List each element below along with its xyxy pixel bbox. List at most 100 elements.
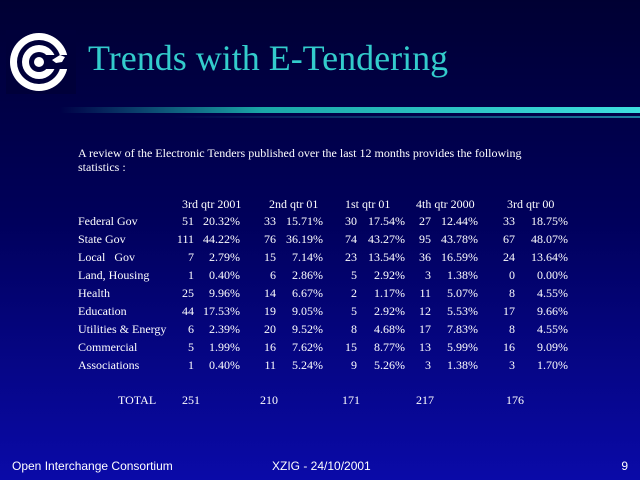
- percent-cell: 2.92%: [374, 304, 405, 318]
- total-value: 217: [416, 393, 434, 407]
- count-cell: 8: [509, 286, 515, 300]
- percent-cell: 4.55%: [537, 286, 568, 300]
- percent-cell: 1.70%: [537, 358, 568, 372]
- count-cell: 5: [351, 268, 357, 282]
- percent-cell: 9.52%: [292, 322, 323, 336]
- row-label: Associations: [78, 358, 140, 372]
- total-value: 251: [182, 393, 200, 407]
- percent-cell: 7.14%: [292, 250, 323, 264]
- percent-cell: 5.24%: [292, 358, 323, 372]
- count-cell: 3: [425, 358, 431, 372]
- count-cell: 11: [419, 286, 431, 300]
- count-cell: 30: [345, 214, 357, 228]
- percent-cell: 36.19%: [286, 232, 323, 246]
- percent-cell: 16.59%: [441, 250, 478, 264]
- column-header: 4th qtr 2000: [416, 197, 475, 211]
- percent-cell: 20.32%: [203, 214, 240, 228]
- count-cell: 9: [351, 358, 357, 372]
- count-cell: 7: [188, 250, 194, 264]
- count-cell: 3: [425, 268, 431, 282]
- percent-cell: 4.55%: [537, 322, 568, 336]
- row-label: State Gov: [78, 232, 126, 246]
- percent-cell: 0.40%: [209, 358, 240, 372]
- count-cell: 19: [264, 304, 276, 318]
- count-cell: 44: [182, 304, 194, 318]
- percent-cell: 18.75%: [531, 214, 568, 228]
- percent-cell: 9.96%: [209, 286, 240, 300]
- percent-cell: 44.22%: [203, 232, 240, 246]
- percent-cell: 2.92%: [374, 268, 405, 282]
- percent-cell: 17.53%: [203, 304, 240, 318]
- percent-cell: 0.40%: [209, 268, 240, 282]
- percent-cell: 7.62%: [292, 340, 323, 354]
- consortium-logo: [6, 30, 76, 94]
- percent-cell: 43.78%: [441, 232, 478, 246]
- count-cell: 20: [264, 322, 276, 336]
- column-header: 3rd qtr 00: [507, 197, 555, 211]
- count-cell: 67: [503, 232, 515, 246]
- count-cell: 27: [419, 214, 431, 228]
- percent-cell: 2.39%: [209, 322, 240, 336]
- percent-cell: 5.99%: [447, 340, 478, 354]
- total-value: 176: [506, 393, 524, 407]
- count-cell: 36: [419, 250, 431, 264]
- percent-cell: 9.09%: [537, 340, 568, 354]
- row-label: Utilities & Energy: [78, 322, 167, 336]
- count-cell: 17: [419, 322, 431, 336]
- column-header: 2nd qtr 01: [269, 197, 319, 211]
- title-divider: [60, 107, 640, 113]
- column-header: 3rd qtr 2001: [182, 197, 242, 211]
- percent-cell: 9.66%: [537, 304, 568, 318]
- count-cell: 95: [419, 232, 431, 246]
- column-header: 1st qtr 01: [345, 197, 391, 211]
- row-label: Land, Housing: [78, 268, 150, 282]
- count-cell: 33: [503, 214, 515, 228]
- count-cell: 8: [351, 322, 357, 336]
- percent-cell: 48.07%: [531, 232, 568, 246]
- footer-event: XZIG - 24/10/2001: [272, 459, 371, 473]
- count-cell: 0: [509, 268, 515, 282]
- row-label: Health: [78, 286, 110, 300]
- percent-cell: 2.79%: [209, 250, 240, 264]
- percent-cell: 43.27%: [368, 232, 405, 246]
- count-cell: 14: [264, 286, 276, 300]
- total-label: TOTAL: [118, 393, 157, 407]
- percent-cell: 1.38%: [447, 268, 478, 282]
- percent-cell: 13.54%: [368, 250, 405, 264]
- count-cell: 15: [264, 250, 276, 264]
- count-cell: 1: [188, 358, 194, 372]
- count-cell: 74: [345, 232, 357, 246]
- percent-cell: 5.07%: [447, 286, 478, 300]
- count-cell: 76: [264, 232, 276, 246]
- row-label: Commercial: [78, 340, 138, 354]
- percent-cell: 17.54%: [368, 214, 405, 228]
- page-number: 9: [621, 459, 628, 473]
- percent-cell: 9.05%: [292, 304, 323, 318]
- count-cell: 51: [182, 214, 194, 228]
- percent-cell: 2.86%: [292, 268, 323, 282]
- percent-cell: 13.64%: [531, 250, 568, 264]
- count-cell: 12: [419, 304, 431, 318]
- row-label: Federal Gov: [78, 214, 138, 228]
- percent-cell: 0.00%: [537, 268, 568, 282]
- count-cell: 23: [345, 250, 357, 264]
- count-cell: 15: [345, 340, 357, 354]
- count-cell: 17: [503, 304, 515, 318]
- intro-text: A review of the Electronic Tenders publi…: [78, 146, 522, 174]
- percent-cell: 6.67%: [292, 286, 323, 300]
- logo-icon: [10, 33, 69, 91]
- count-cell: 16: [264, 340, 276, 354]
- count-cell: 3: [509, 358, 515, 372]
- count-cell: 5: [351, 304, 357, 318]
- total-value: 210: [260, 393, 278, 407]
- slide-title: Trends with E-Tendering: [88, 38, 449, 78]
- count-cell: 25: [182, 286, 194, 300]
- count-cell: 111: [176, 232, 194, 246]
- percent-cell: 4.68%: [374, 322, 405, 336]
- percent-cell: 5.26%: [374, 358, 405, 372]
- percent-cell: 15.71%: [286, 214, 323, 228]
- row-label: Education: [78, 304, 127, 318]
- count-cell: 24: [503, 250, 515, 264]
- percent-cell: 8.77%: [374, 340, 405, 354]
- count-cell: 6: [270, 268, 276, 282]
